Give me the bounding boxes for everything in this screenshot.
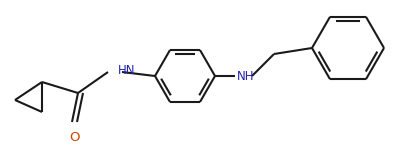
Text: HN: HN xyxy=(118,63,136,76)
Text: O: O xyxy=(69,131,79,144)
Text: NH: NH xyxy=(237,69,255,82)
